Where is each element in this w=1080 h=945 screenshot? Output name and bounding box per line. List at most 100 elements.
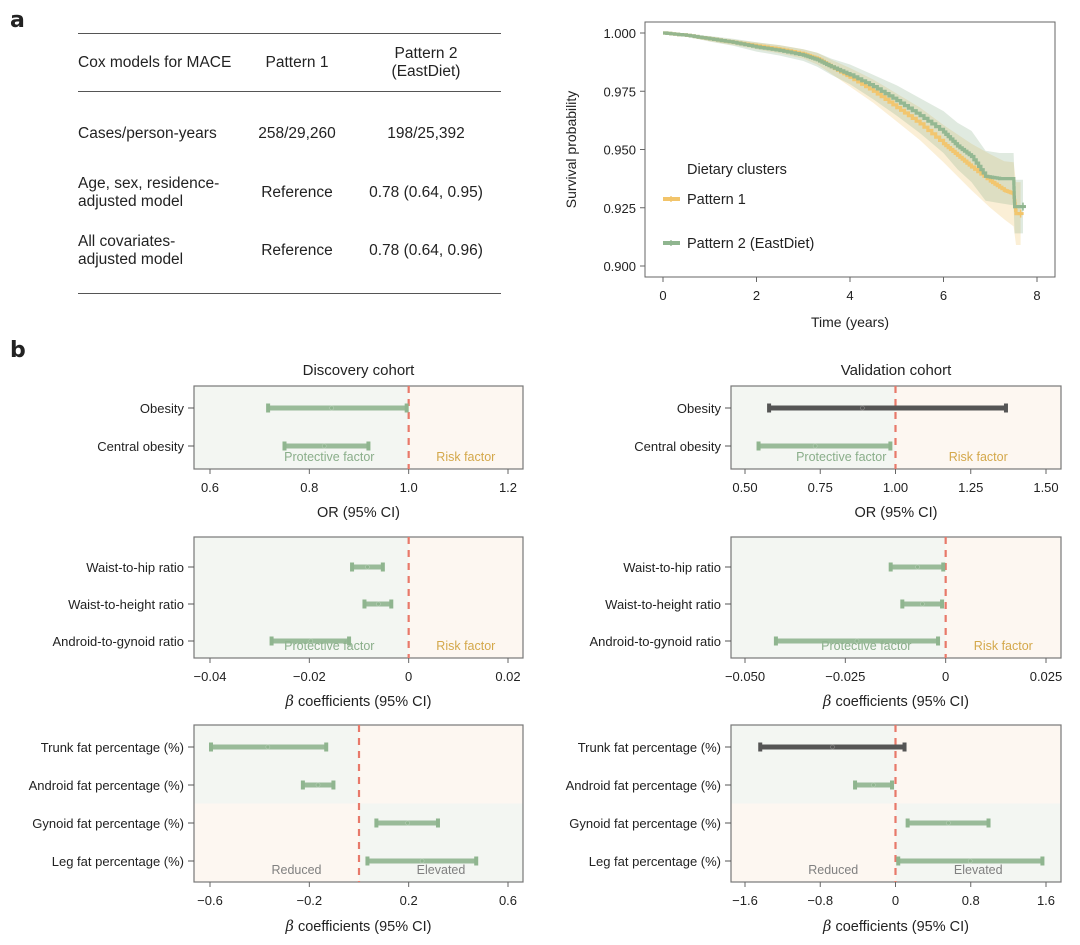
ci-cap-upper <box>941 562 946 572</box>
row-pattern1: Reference <box>261 241 333 259</box>
x-axis-title: OR (95% CI) <box>855 505 938 521</box>
y-tick-label: 1.000 <box>603 26 636 41</box>
row-label: Waist-to-hip ratio <box>623 560 721 575</box>
row-pattern2: 0.78 (0.64, 0.95) <box>369 183 483 201</box>
x-tick-label: −1.6 <box>732 893 758 908</box>
x-tick-label: 0.6 <box>499 893 517 908</box>
region-bg-protective <box>731 537 946 658</box>
table-header-row: Cox models for MACE Pattern 1 Pattern 2(… <box>78 33 501 92</box>
x-tick-label: −0.050 <box>725 669 765 684</box>
x-tick-label: 0 <box>659 288 666 303</box>
x-axis-title-text: coefficients (95% CI) <box>294 919 432 935</box>
point-estimate <box>860 405 865 411</box>
x-axis-title-text: coefficients (95% CI) <box>831 694 969 710</box>
ci-cap-upper <box>940 599 945 609</box>
row-label: Gynoid fat percentage (%) <box>569 816 721 831</box>
table-row: Cases/person-years 258/29,260 198/25,392 <box>78 92 501 164</box>
point-estimate <box>365 564 370 570</box>
region-bg-risk <box>408 537 523 658</box>
ci-cap-upper <box>474 856 479 866</box>
region-bg-risk <box>945 537 1061 658</box>
region-bg-protective <box>731 386 896 469</box>
panel-label-a: a <box>10 8 25 33</box>
row-label: Obesity <box>140 401 185 416</box>
x-tick-label: 0.8 <box>300 480 318 495</box>
region-label-right: Elevated <box>954 863 1003 877</box>
x-tick-label: 1.6 <box>1037 893 1055 908</box>
row-pattern1: 258/29,260 <box>258 124 336 142</box>
row-label: Waist-to-height ratio <box>68 597 184 612</box>
region-label-right: Elevated <box>417 863 466 877</box>
region-bg-reduced-bottom <box>194 803 359 882</box>
table-row: Age, sex, residence-adjusted model Refer… <box>78 164 501 222</box>
x-tick-label: 8 <box>1033 288 1040 303</box>
x-axis-title: β coefficients (95% CI) <box>285 694 432 710</box>
region-label-right: Risk factor <box>974 639 1033 653</box>
x-tick-label: −0.02 <box>293 669 326 684</box>
x-tick-label: 0.025 <box>1030 669 1063 684</box>
ci-cap-lower <box>888 562 893 572</box>
legend-title: Dietary clusters <box>687 162 787 178</box>
region-label-left: Reduced <box>271 863 321 877</box>
row-label: Android-to-gynoid ratio <box>52 634 184 649</box>
region-bg-elevated-top <box>895 725 1061 804</box>
ci-cap-lower <box>896 856 901 866</box>
ci-cap-upper <box>347 636 352 646</box>
point-estimate <box>915 564 920 570</box>
ci-cap-lower <box>266 403 271 413</box>
ci-cap-upper <box>331 780 336 790</box>
row-pattern2: 198/25,392 <box>387 124 465 142</box>
x-tick-label: −0.6 <box>197 893 223 908</box>
x-tick-label: 6 <box>940 288 947 303</box>
km-chart: 0.900 0.925 0.950 0.975 1.000 0 2 4 6 8 Time (year… <box>563 21 1056 330</box>
region-bg-protective <box>194 537 409 658</box>
region-label-left: Protective factor <box>284 450 374 464</box>
forest-panel-val_ratio: Protective factor Risk factorWaist-to-hip… <box>589 536 1063 710</box>
beta-symbol: β <box>822 919 831 935</box>
ci-cap-lower <box>758 742 763 752</box>
ci-cap-lower <box>350 562 355 572</box>
point-estimate <box>812 443 818 449</box>
point-estimate <box>967 858 973 864</box>
survival-curve-2 <box>663 31 1023 209</box>
row-label: Android fat percentage (%) <box>29 778 184 793</box>
row-label: Waist-to-height ratio <box>605 597 721 612</box>
plot-frame <box>193 385 524 470</box>
row-label: Central obesity <box>97 439 184 454</box>
ci-cap-lower <box>208 742 213 752</box>
point-estimate <box>265 744 271 750</box>
x-tick-label: −0.04 <box>194 669 227 684</box>
x-axis-title-text: coefficients (95% CI) <box>831 919 969 935</box>
panel-title: Validation cohort <box>841 362 952 379</box>
forest-panel-disc_fat: Reduced Elevated Trunk fat percentage (%) A… <box>29 724 524 935</box>
y-tick-label: 0.925 <box>603 201 636 216</box>
x-tick-label: 0.75 <box>808 480 833 495</box>
point-estimate <box>830 744 835 750</box>
ci-cap-upper <box>1040 856 1045 866</box>
region-label-left: Protective factor <box>796 450 886 464</box>
x-tick-label: 1.00 <box>883 480 908 495</box>
plot-frame <box>730 536 1062 659</box>
ci-cap-lower <box>269 636 274 646</box>
region-bg-elevated-bottom <box>359 803 523 882</box>
ci-cap-upper <box>366 441 371 451</box>
table-header-pattern1: Pattern 1 <box>265 53 329 71</box>
forest-panel-val_fat: Reduced Elevated Trunk fat percentage (%) A… <box>566 724 1062 935</box>
ci-cap-lower <box>767 403 772 413</box>
region-label-right: Risk factor <box>436 639 495 653</box>
x-tick-label: 4 <box>846 288 853 303</box>
x-axis-title: Time (years) <box>811 314 889 330</box>
y-tick-label: 0.950 <box>603 143 636 158</box>
ci-cap-upper <box>404 403 409 413</box>
ci-cap-lower <box>853 780 858 790</box>
ci-cap-upper <box>890 780 895 790</box>
table-row: All covariates-adjusted model Reference … <box>78 222 501 280</box>
row-label: Central obesity <box>634 439 721 454</box>
ci-cap-lower <box>773 636 778 646</box>
row-label: Android-to-gynoid ratio <box>589 634 721 649</box>
ci-cap-upper <box>888 441 893 451</box>
row-label: Trunk fat percentage (%) <box>578 740 721 755</box>
region-bg-elevated-top <box>359 725 523 804</box>
beta-symbol: β <box>822 694 831 710</box>
